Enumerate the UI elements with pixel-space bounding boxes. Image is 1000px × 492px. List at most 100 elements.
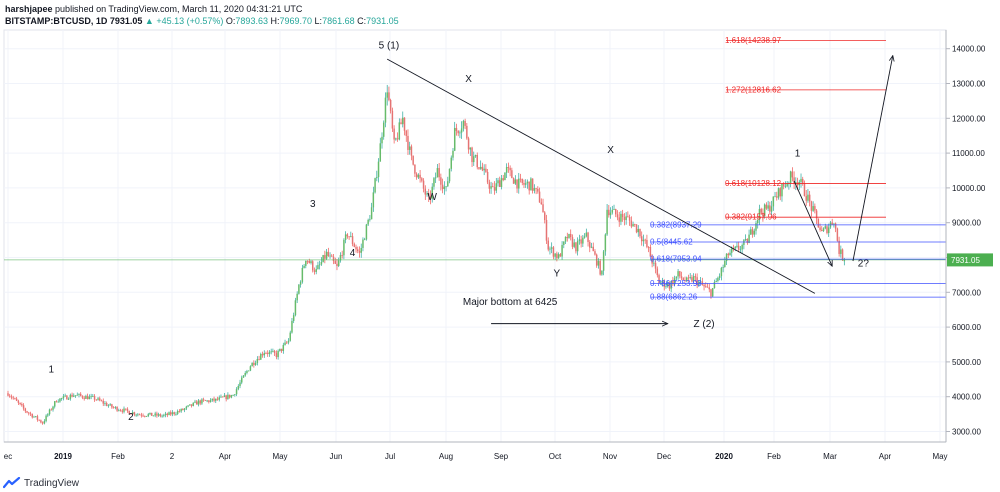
- candle-down: [762, 208, 764, 222]
- candle-up: [382, 120, 385, 140]
- candle-down: [306, 260, 309, 265]
- candle-down: [793, 171, 795, 189]
- candle-up: [201, 398, 203, 405]
- time-tick-label: Apr: [219, 452, 232, 461]
- wave-label[interactable]: X: [465, 74, 472, 85]
- candle-down: [471, 146, 473, 167]
- candle-up: [781, 183, 783, 202]
- descending-trendline[interactable]: [386, 58, 816, 294]
- candle-down: [493, 181, 496, 195]
- candle-down: [476, 152, 478, 170]
- symbol-label[interactable]: BITSTAMP:BTCUSD, 1D: [5, 16, 108, 26]
- fib-levels: 1.618(14238.97 1.272(12816.62 0.618(10128.…: [650, 36, 946, 302]
- wave-label[interactable]: 4: [350, 248, 356, 259]
- price-axis[interactable]: 3000.004000.005000.006000.007000.008000.…: [946, 45, 986, 437]
- wave-label[interactable]: Y: [554, 269, 561, 280]
- time-tick-label: May: [272, 452, 287, 461]
- candle-down: [121, 408, 124, 414]
- wave-label[interactable]: 2: [128, 412, 134, 423]
- wave-label[interactable]: X: [607, 145, 614, 156]
- candle-down: [412, 155, 414, 166]
- candle-up: [386, 84, 388, 106]
- candle-down: [691, 274, 693, 283]
- candle-down: [765, 202, 768, 210]
- candle-up: [176, 409, 179, 416]
- candle-up: [287, 338, 290, 345]
- candle-down: [111, 403, 113, 409]
- candle-up: [518, 172, 520, 194]
- candle-down: [630, 216, 633, 229]
- candle-up: [241, 375, 243, 385]
- candle-up: [786, 180, 788, 188]
- projection-arrow[interactable]: [852, 56, 893, 262]
- candle-down: [635, 224, 638, 234]
- candle-up: [729, 249, 731, 256]
- candle-down: [26, 410, 28, 414]
- author-name[interactable]: harshjapee: [5, 4, 53, 14]
- candle-up: [67, 397, 70, 400]
- candle-down: [389, 98, 392, 114]
- time-tick-label: Sep: [494, 452, 509, 461]
- wave-label[interactable]: W: [427, 192, 437, 203]
- candle-up: [473, 151, 475, 166]
- candle-down: [488, 179, 491, 194]
- candle-down: [428, 188, 430, 203]
- candle-up: [660, 280, 662, 285]
- candle-up: [175, 411, 177, 416]
- candle-up: [741, 243, 743, 255]
- wave-label[interactable]: 1: [795, 149, 801, 160]
- time-tick-label: Apr: [879, 452, 892, 461]
- candle-down: [703, 283, 705, 291]
- wave-label[interactable]: Major bottom at 6425: [463, 297, 558, 308]
- candle-down: [66, 394, 68, 400]
- tradingview-footer[interactable]: TradingView: [3, 475, 79, 491]
- wave-label[interactable]: 1: [49, 364, 55, 375]
- candle-up: [317, 261, 319, 270]
- candle-down: [580, 235, 582, 248]
- candle-up: [69, 393, 72, 401]
- time-tick-label: 2: [170, 452, 175, 461]
- candle-up: [187, 405, 189, 408]
- wave-label[interactable]: 2?: [858, 259, 870, 270]
- candle-up: [812, 201, 814, 212]
- candle-up: [374, 177, 376, 194]
- candle-down: [808, 191, 811, 207]
- candle-up: [514, 175, 517, 185]
- time-tick-label: Jul: [385, 452, 395, 461]
- candle-down: [466, 122, 468, 140]
- candle-up: [718, 273, 721, 281]
- candle-down: [15, 396, 18, 402]
- candle-up: [479, 160, 482, 170]
- candle-up: [294, 297, 297, 317]
- candle-down: [507, 162, 510, 173]
- publish-line: harshjapee published on TradingView.com,…: [5, 3, 302, 15]
- candle-up: [604, 233, 607, 256]
- candle-up: [715, 278, 717, 283]
- candle-up: [561, 241, 563, 260]
- candle-up: [301, 264, 304, 284]
- wave-label[interactable]: 3: [310, 199, 316, 210]
- candle-up: [524, 179, 527, 188]
- candle-down: [647, 246, 650, 253]
- wave-label[interactable]: 5 (1): [379, 41, 400, 52]
- candle-down: [14, 397, 16, 400]
- time-axis[interactable]: ec 2019 Feb 2 Apr May Jun Jul Aug Sep Oct Nov Dec 202…: [4, 452, 948, 461]
- wave-labels: 5 (1) X X W Y Z (2) 3 4 1 2 1 2? Major bottom at 642…: [49, 41, 870, 423]
- candle-down: [327, 247, 330, 257]
- wave-label[interactable]: Z (2): [694, 319, 715, 330]
- candle-down: [50, 408, 53, 411]
- candle-down: [810, 200, 813, 217]
- candle-up: [211, 398, 214, 402]
- candle-down: [668, 281, 671, 291]
- candle-up: [822, 227, 825, 233]
- drop-arrow[interactable]: [793, 180, 832, 266]
- candle-up: [609, 207, 612, 219]
- candle-up: [189, 404, 191, 406]
- candle-up: [244, 371, 246, 377]
- candle-up: [756, 219, 759, 229]
- candle-up: [395, 137, 397, 141]
- candle-up: [677, 269, 679, 280]
- candle-up: [339, 252, 342, 263]
- candle-down: [202, 397, 205, 402]
